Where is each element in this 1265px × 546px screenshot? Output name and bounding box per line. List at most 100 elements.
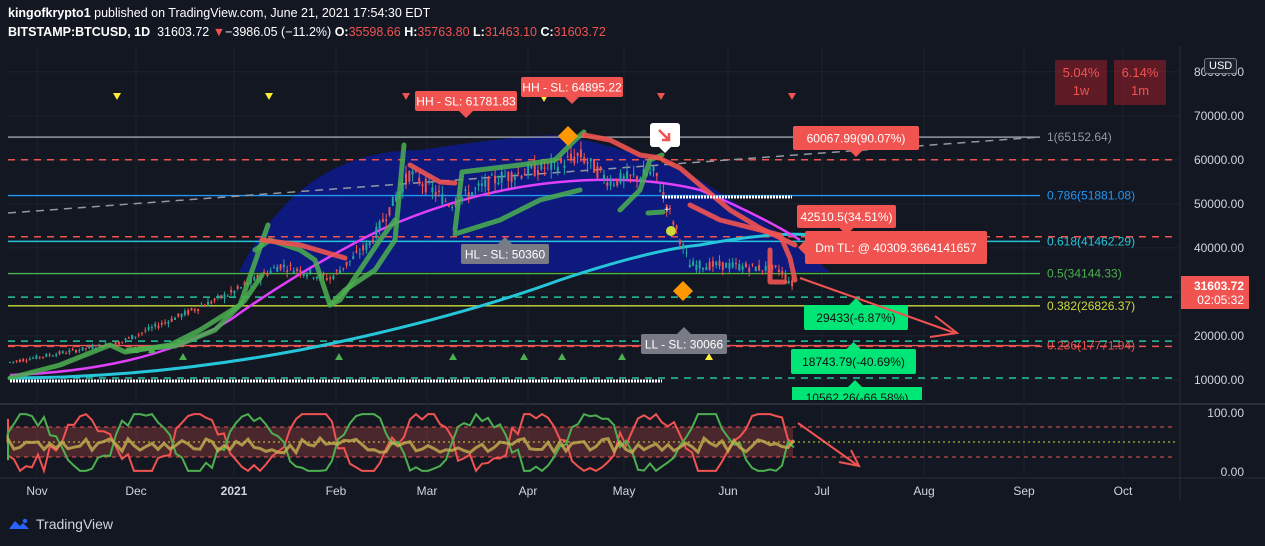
candle-body (464, 189, 467, 192)
time-axis-label: Mar (417, 484, 438, 498)
candle-body (75, 350, 77, 353)
candle-body (513, 176, 516, 180)
candle-body (332, 275, 335, 280)
candle-body (325, 278, 328, 280)
candle-body (675, 225, 678, 229)
ll-label-pointer (677, 327, 691, 334)
candle-body (500, 171, 503, 183)
diamond-marker-icon (673, 281, 693, 301)
target-label-1-box (793, 126, 919, 150)
candle-body (744, 263, 747, 268)
candle-body (507, 172, 510, 181)
candle-body (345, 261, 348, 266)
candle-body (190, 307, 193, 311)
candle-body (58, 351, 61, 355)
candle-body (312, 277, 315, 279)
candle-body (339, 270, 341, 274)
candle-body (355, 250, 358, 253)
hl-label: HL - SL: 50360 (465, 248, 546, 262)
candle-body (523, 173, 526, 176)
candle-body (421, 184, 424, 187)
bar-countdown: 02:05:32 (1197, 293, 1244, 307)
candle-body (741, 265, 744, 270)
diamond-marker-icon (558, 126, 578, 146)
candle-body (358, 253, 361, 255)
close-label: C: (540, 25, 554, 39)
candle-body (180, 314, 183, 318)
sell-triangle-icon (788, 93, 796, 100)
candle-body (639, 178, 642, 180)
high-label: H: (404, 25, 418, 39)
supertrend-green (452, 187, 583, 237)
price-axis-label: 70000.00 (1194, 109, 1244, 123)
candle-body (665, 204, 668, 210)
candle-body (164, 322, 167, 324)
candle-body (134, 336, 137, 338)
candle-body (15, 360, 18, 362)
candle-body (42, 356, 44, 358)
candle-body (434, 191, 437, 196)
buy-triangle-icon (618, 353, 626, 360)
candle-body (372, 239, 374, 243)
candle-body (48, 354, 51, 356)
candle-body (609, 181, 612, 186)
author-name[interactable]: kingofkrypto1 (8, 6, 91, 20)
plus-icon: + (664, 205, 670, 216)
candle-body (570, 153, 572, 160)
price-axis-label: 60000.00 (1194, 153, 1244, 167)
osc-green-line (7, 412, 795, 473)
candle-body (702, 268, 704, 270)
candle-body (540, 161, 543, 170)
support-label-2-box (791, 349, 916, 374)
candle-body (183, 310, 186, 315)
signal-box-pointer (659, 147, 671, 153)
dm-trendline-label-box (805, 231, 987, 264)
buy-triangle-icon (148, 346, 156, 353)
hh-label-2-pointer (565, 97, 579, 104)
candle-body (576, 153, 579, 156)
hh-label-2-box (521, 77, 623, 97)
candle-body (388, 207, 391, 216)
candle-body (25, 360, 28, 362)
fib-label: 0.236(17771.94) (1047, 339, 1135, 353)
candle-body (296, 268, 299, 272)
candle-body (484, 179, 487, 187)
candle-body (533, 162, 536, 177)
osc-yellow-line (6, 433, 796, 456)
hh-label-1-pointer (459, 111, 473, 118)
currency-button[interactable]: USD (1204, 58, 1238, 74)
candle-body (563, 165, 566, 168)
candle-body (170, 318, 173, 322)
candle-body (28, 358, 31, 361)
candle-body (758, 265, 761, 271)
candle-body (276, 267, 279, 272)
price-axis-label: 10000.00 (1194, 373, 1244, 387)
support-label-1-box (804, 305, 908, 330)
tradingview-logo-icon (9, 518, 29, 529)
candle-body (715, 262, 718, 266)
candle-body (599, 166, 602, 170)
candle-body (537, 170, 539, 175)
candle-body (38, 356, 41, 358)
tradingview-footer[interactable]: TradingView (8, 516, 113, 532)
candle-body (210, 301, 213, 304)
candle-body (629, 174, 632, 176)
time-axis-label: Oct (1114, 484, 1133, 498)
candle-body (286, 270, 289, 272)
time-axis-label: 2021 (221, 484, 248, 498)
perf-1m: 6.14% 1m (1114, 60, 1166, 105)
time-axis-label: Aug (913, 484, 934, 498)
candle-body (735, 263, 737, 265)
candle-body (32, 357, 35, 359)
candle-body (652, 166, 655, 172)
candle-body (781, 271, 784, 275)
candle-body (309, 269, 312, 274)
candle-body (612, 184, 615, 186)
candle-body (65, 353, 68, 355)
support-label-2: 18743.79(-40.69%) (802, 355, 905, 369)
buy-triangle-icon (131, 346, 139, 353)
buy-triangle-icon (705, 353, 713, 360)
hl-label-box (461, 244, 549, 264)
candle-body (678, 240, 681, 245)
